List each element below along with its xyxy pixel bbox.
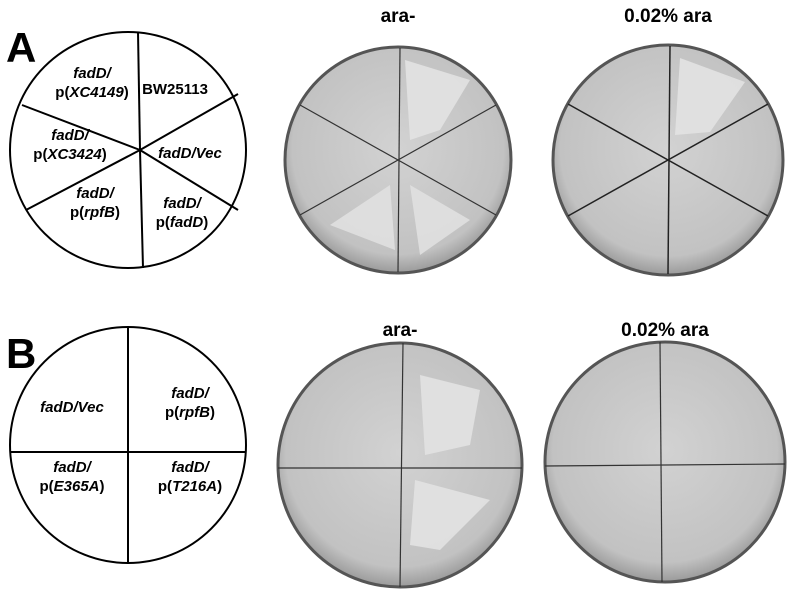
- sector-label: p(XC4149): [55, 84, 128, 101]
- label-part: BW25113: [142, 81, 208, 98]
- label-part: p(: [39, 478, 53, 495]
- label-part: fadD: [170, 214, 204, 231]
- label-part: p(: [158, 478, 172, 495]
- label-part: rpfB: [179, 404, 210, 421]
- condition-label: ara-: [381, 6, 416, 27]
- label-part: p(: [55, 84, 69, 101]
- sector-label: fadD/: [171, 385, 210, 402]
- label-part: fadD/: [171, 385, 210, 402]
- label-part: rpfB: [84, 204, 115, 221]
- sector-label: p(T216A): [158, 478, 222, 495]
- label-part: ): [210, 404, 215, 421]
- plate-photo: [276, 341, 524, 589]
- label-part: XC4149: [68, 84, 124, 101]
- label-part: fadD/: [53, 459, 92, 476]
- label-part: ): [124, 84, 129, 101]
- sector-label: fadD/: [171, 459, 210, 476]
- plate-photo: [543, 340, 787, 584]
- label-part: p(: [156, 214, 170, 231]
- label-part: p(: [33, 146, 47, 163]
- condition-label: 0.02% ara: [621, 320, 709, 341]
- sector-label: p(rpfB): [165, 404, 215, 421]
- label-part: ): [217, 478, 222, 495]
- label-part: T216A: [172, 478, 217, 495]
- label-part: ): [203, 214, 208, 231]
- label-part: fadD/: [171, 459, 210, 476]
- plate-photo: [283, 45, 513, 275]
- sector-label: p(E365A): [39, 478, 104, 495]
- sector-label: fadD/Vec: [158, 145, 222, 162]
- plate-diagram: [9, 31, 247, 269]
- sector-label: fadD/Vec: [40, 399, 104, 416]
- label-part: p(: [165, 404, 179, 421]
- sector-label: p(fadD): [156, 214, 209, 231]
- label-part: fadD/Vec: [158, 145, 222, 162]
- condition-label: ara-: [383, 320, 418, 341]
- sector-label: fadD/: [163, 195, 202, 212]
- label-part: fadD/Vec: [40, 399, 104, 416]
- panel-letter: A: [6, 24, 36, 71]
- label-part: fadD/: [51, 127, 90, 144]
- label-part: ): [102, 146, 107, 163]
- label-part: fadD/: [163, 195, 202, 212]
- label-part: E365A: [54, 478, 100, 495]
- sector-label: fadD/: [73, 65, 112, 82]
- condition-label: 0.02% ara: [624, 6, 712, 27]
- sector-label: BW25113: [142, 81, 208, 98]
- label-part: fadD/: [76, 185, 115, 202]
- sector-label: fadD/: [76, 185, 115, 202]
- plate-diagram: [9, 326, 247, 564]
- sector-label: fadD/: [51, 127, 90, 144]
- label-part: XC3424: [46, 146, 102, 163]
- panel-letter: B: [6, 330, 36, 377]
- sector-label: p(XC3424): [33, 146, 106, 163]
- plate-photo: [551, 43, 785, 277]
- sector-label: p(rpfB): [70, 204, 120, 221]
- label-part: ): [100, 478, 105, 495]
- sector-label: fadD/: [53, 459, 92, 476]
- label-part: ): [115, 204, 120, 221]
- label-part: fadD/: [73, 65, 112, 82]
- label-part: p(: [70, 204, 84, 221]
